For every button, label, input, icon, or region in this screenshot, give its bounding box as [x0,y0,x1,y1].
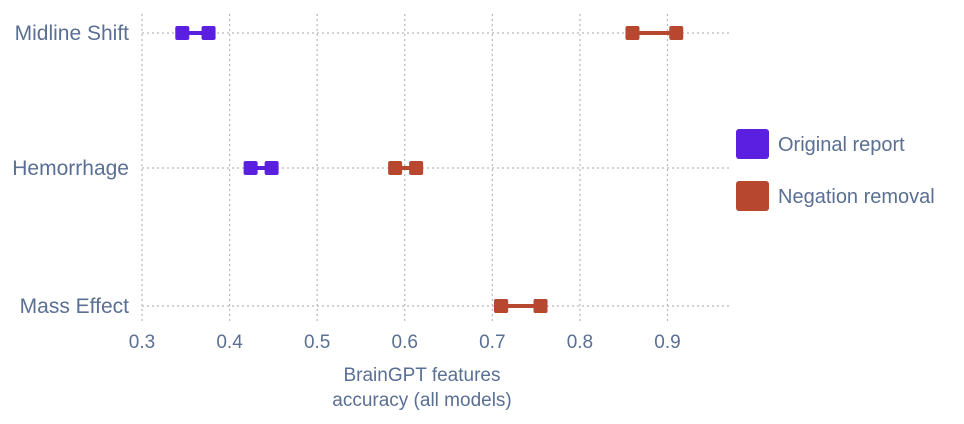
range-endpoint [175,26,190,40]
x-tick-label: 0.7 [479,332,505,353]
category-label: Midline Shift [15,22,130,45]
x-axis-title-line: BrainGPT features [343,365,500,386]
range-endpoint [533,299,548,313]
legend-label: Negation removal [778,186,935,208]
x-tick-label: 0.5 [304,332,330,353]
range-endpoint [388,161,403,175]
category-label: Hemorrhage [12,157,129,180]
range-endpoint [201,26,216,40]
legend-swatch [736,129,769,159]
x-axis-title-line: accuracy (all models) [332,390,512,411]
range-endpoint [625,26,640,40]
range-endpoint [243,161,258,175]
x-tick-label: 0.4 [216,332,243,353]
category-labels: Midline Shift Hemorrhage Mass Effect [12,22,129,318]
category-guide-lines [142,32,730,307]
x-axis-title: BrainGPT features accuracy (all models) [332,365,512,411]
range-endpoint [409,161,424,175]
legend: Original report Negation removal [736,129,935,211]
legend-swatch [736,181,769,211]
grid-lines [141,14,669,322]
x-tick-labels: 0.3 0.4 0.5 0.6 0.7 0.8 0.9 [129,332,681,353]
x-tick-label: 0.9 [654,332,680,353]
legend-label: Original report [778,134,905,156]
data-marks [175,26,684,313]
x-tick-label: 0.3 [129,332,155,353]
range-endpoint [669,26,684,40]
x-tick-label: 0.8 [567,332,593,353]
range-endpoint [264,161,279,175]
range-endpoint [494,299,509,313]
x-tick-label: 0.6 [392,332,418,353]
category-label: Mass Effect [20,295,129,318]
